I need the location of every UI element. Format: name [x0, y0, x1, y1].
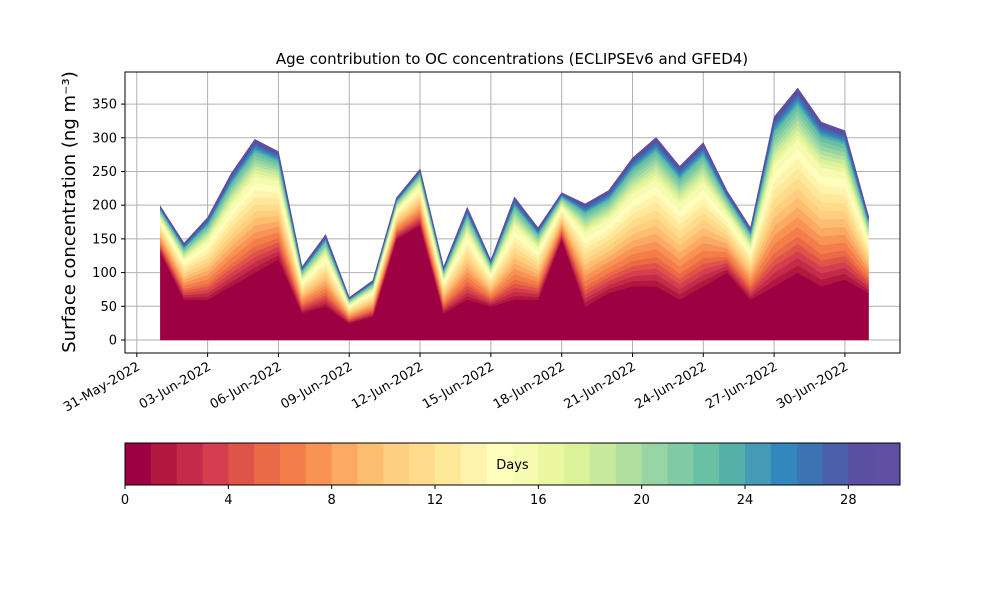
- y-tick-label: 300: [92, 131, 117, 146]
- y-tick-label: 50: [100, 300, 117, 315]
- colorbar-cell: [512, 443, 539, 485]
- colorbar-tick-label: 0: [121, 493, 129, 508]
- colorbar-cell: [228, 443, 255, 485]
- colorbar-cell: [176, 443, 203, 485]
- x-tick-label: 21-Jun-2022: [562, 359, 639, 412]
- x-tick-label: 30-Jun-2022: [774, 359, 851, 412]
- colorbar-cell: [435, 443, 462, 485]
- area-layer: [160, 87, 869, 299]
- y-axis-label: Surface concentration (ng m⁻³): [59, 71, 80, 353]
- colorbar-cell: [280, 443, 307, 485]
- colorbar-tick-label: 28: [840, 493, 857, 508]
- colorbar-cell: [202, 443, 229, 485]
- colorbar-cell: [693, 443, 720, 485]
- y-tick-label: 0: [109, 333, 117, 348]
- y-tick-label: 100: [92, 266, 117, 281]
- x-tick-label: 18-Jun-2022: [491, 359, 568, 412]
- y-tick-label: 350: [92, 98, 117, 113]
- plot-frame: [124, 71, 901, 354]
- colorbar-cell: [331, 443, 358, 485]
- colorbar-cell: [641, 443, 668, 485]
- colorbar-cell: [796, 443, 823, 485]
- colorbar-cell: [357, 443, 384, 485]
- x-tick-label: 06-Jun-2022: [208, 359, 285, 412]
- x-tick-label: 31-May-2022: [61, 359, 143, 415]
- colorbar-cell: [383, 443, 410, 485]
- x-tick-label: 03-Jun-2022: [137, 359, 214, 412]
- colorbar-cell: [745, 443, 772, 485]
- colorbar-cell: [564, 443, 591, 485]
- colorbar-cell: [125, 443, 152, 485]
- x-tick-label: 09-Jun-2022: [278, 359, 355, 412]
- colorbar-tick-label: 20: [633, 493, 650, 508]
- colorbar-tick-label: 8: [328, 493, 336, 508]
- colorbar-cell: [150, 443, 178, 485]
- colorbar-cell: [667, 443, 694, 485]
- colorbar-cell: [770, 443, 798, 485]
- colorbar-tick-label: 4: [224, 493, 232, 508]
- y-tick-label: 150: [92, 232, 117, 247]
- colorbar-cell: [719, 443, 746, 485]
- colorbar-tick-label: 16: [530, 493, 547, 508]
- x-tick-label: 24-Jun-2022: [632, 359, 709, 412]
- colorbar-tick-label: 24: [737, 493, 754, 508]
- colorbar-cell: [590, 443, 617, 485]
- colorbar-cell: [848, 443, 875, 485]
- y-tick-label: 200: [92, 199, 117, 214]
- colorbar-cell: [538, 443, 565, 485]
- chart-title: Age contribution to OC concentrations (E…: [276, 50, 748, 68]
- x-tick-label: 12-Jun-2022: [349, 359, 426, 412]
- colorbar-tick-label: 12: [427, 493, 444, 508]
- colorbar-cell: [874, 443, 901, 485]
- y-tick-label: 250: [92, 165, 117, 180]
- colorbar-cell: [615, 443, 643, 485]
- colorbar-frame: [124, 442, 901, 486]
- colorbar-cell: [486, 443, 513, 485]
- colorbar-cell: [409, 443, 436, 485]
- colorbar-cell: [822, 443, 849, 485]
- colorbar-cell: [254, 443, 281, 485]
- colorbar-cell: [460, 443, 488, 485]
- x-tick-label: 15-Jun-2022: [420, 359, 497, 412]
- x-tick-label: 27-Jun-2022: [703, 359, 780, 412]
- colorbar-cell: [305, 443, 333, 485]
- colorbar-label: Days: [496, 458, 529, 473]
